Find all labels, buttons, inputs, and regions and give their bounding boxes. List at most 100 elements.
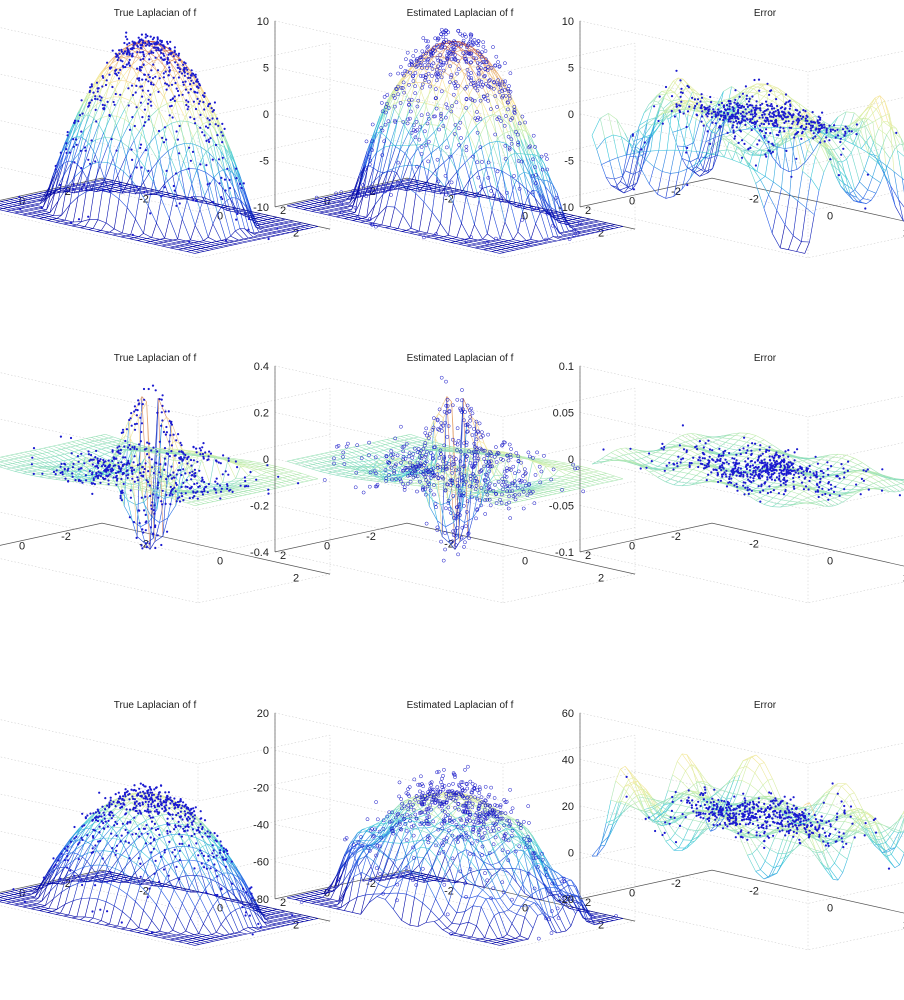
mesh-line [112,139,122,159]
mesh-line [30,205,39,209]
grid-line [274,67,636,119]
sample-point [173,95,176,98]
mesh-line [17,204,23,206]
sample-point [475,110,479,114]
sample-point [182,83,185,86]
mesh-line [412,185,421,188]
mesh-line [768,194,778,211]
mesh-line [10,199,19,202]
mesh-line [500,238,509,241]
sample-point [90,99,93,102]
mesh-line [202,102,208,120]
sample-point [131,55,134,58]
mesh-line [410,193,417,229]
sample-point [144,149,147,152]
sample-point [118,49,121,52]
mesh-line [37,211,46,214]
mesh-line [37,210,42,213]
mesh-line [393,229,402,232]
sample-point [154,75,157,78]
sample-point [439,117,444,122]
mesh-line [497,133,503,139]
mesh-line [265,236,271,239]
mesh-line [156,222,165,239]
sample-point [149,35,152,38]
mesh-line [404,139,414,154]
mesh-line [149,189,155,192]
mesh-line [116,97,122,117]
mesh-line [213,247,219,250]
sample-point [148,52,151,55]
mesh-line [115,165,124,172]
mesh-line [114,228,123,234]
sample-point [276,227,279,230]
sample-point [214,123,217,126]
mesh-line [121,80,127,98]
mesh-line [37,197,46,200]
mesh-line [859,181,868,191]
mesh-line [42,189,52,208]
mesh-line [69,177,75,205]
sample-point [216,134,219,137]
mesh-line [502,171,511,177]
sample-point [176,138,179,141]
mesh-line [584,222,590,225]
mesh-line [285,218,294,222]
mesh-line [133,140,140,161]
sample-point [192,199,195,202]
mesh-line [197,129,207,153]
mesh-line [115,186,121,188]
mesh-line [548,236,554,240]
mesh-line [99,144,109,167]
mesh-line [223,206,229,208]
mesh-line [107,184,113,186]
mesh-line [76,221,82,226]
sample-point [84,149,87,152]
sample-point [449,180,454,185]
mesh-line [296,223,306,226]
mesh-line [510,246,516,248]
mesh-line [551,240,557,243]
mesh-line [202,121,208,125]
mesh-line [174,196,183,199]
mesh-line [36,200,45,202]
mesh-line [174,195,179,197]
mesh-line [501,248,506,250]
sample-point [456,67,461,72]
sample-point [444,102,449,107]
sample-point [464,144,469,149]
mesh-line [590,218,599,222]
mesh-line [200,248,210,251]
sample-point [545,157,549,161]
sample-point [190,74,193,77]
mesh-line [95,179,101,182]
sample-point [144,121,147,124]
mesh-line [586,230,595,233]
mesh-line [160,58,166,71]
mesh-line [183,161,193,185]
sample-point [141,39,145,42]
mesh-line [80,227,89,230]
mesh-line [263,229,269,232]
mesh-line [162,244,167,247]
mesh-line [116,115,126,120]
mesh-line [332,212,338,215]
mesh-line [298,229,304,231]
mesh-line [416,124,423,145]
sample-point [240,186,243,190]
mesh-line [510,247,519,250]
mesh-line [399,183,405,186]
mesh-line [116,182,122,184]
mesh-line [69,164,78,192]
sample-point [193,91,196,94]
mesh-line [118,80,127,82]
sample-point [201,94,204,97]
mesh-line [484,118,491,125]
sample-point [147,115,150,118]
z-tick-label: 5 [568,62,574,74]
mesh-line [425,124,431,145]
mesh-line [479,246,489,249]
mesh-line [81,191,87,222]
sample-point [398,65,403,69]
sample-point [475,160,480,165]
